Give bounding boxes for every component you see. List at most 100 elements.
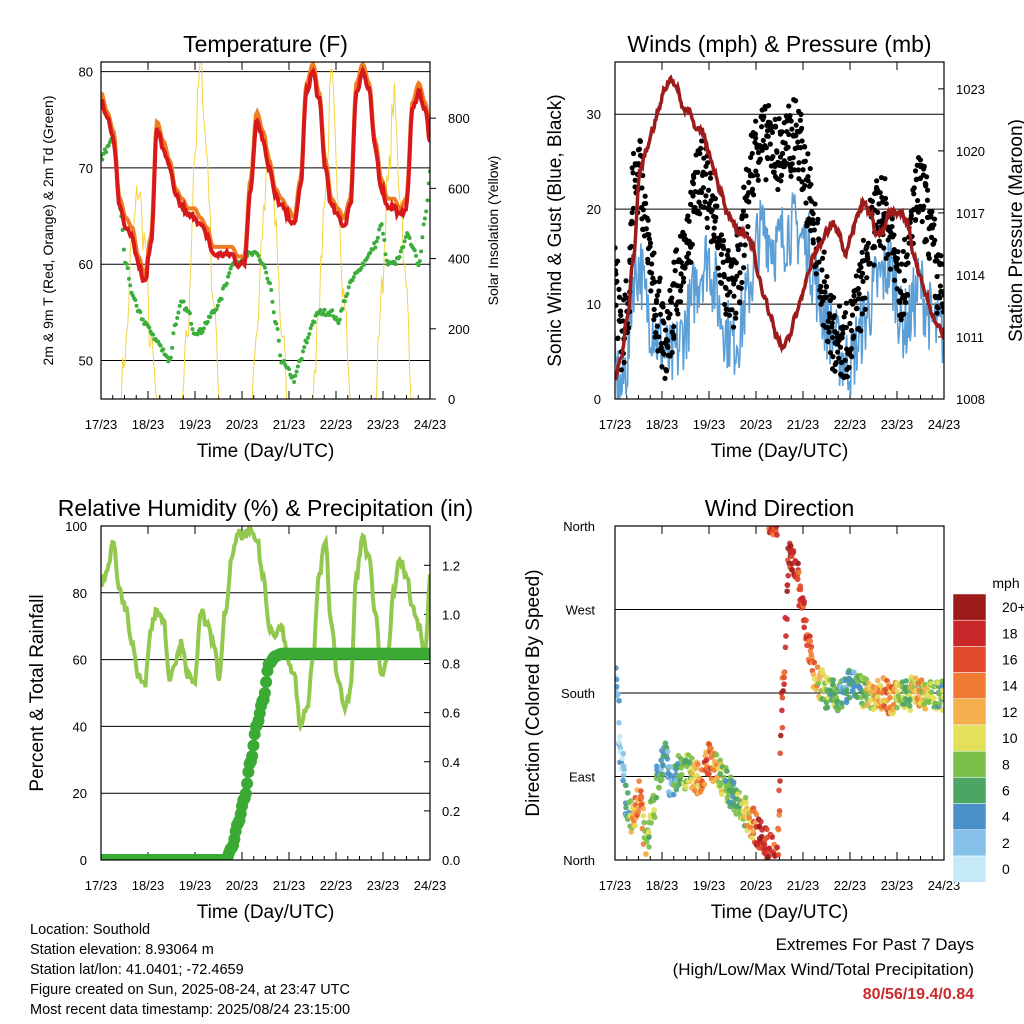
gust-point: [715, 265, 721, 271]
gust-point: [921, 163, 927, 170]
gust-point: [790, 155, 796, 161]
station-info: Location: Southold Station elevation: 8.…: [30, 920, 350, 1020]
gust-point: [753, 118, 759, 124]
gust-point: [738, 285, 744, 291]
direction-point: [688, 776, 695, 783]
dewpoint-point: [345, 291, 350, 296]
gust-point: [755, 149, 762, 156]
gust-point: [665, 344, 671, 350]
dewpoint-point: [147, 325, 152, 330]
gust-point: [827, 297, 833, 304]
y2-tick-label: 1020: [956, 144, 985, 159]
gust-point: [858, 328, 864, 334]
plot-border: [100, 525, 431, 861]
colorbar-label: 4: [1002, 809, 1010, 825]
x-tick-label: 19/23: [693, 878, 726, 893]
y2-tick-label: 1023: [956, 82, 985, 97]
direction-point: [679, 771, 685, 778]
gust-point: [688, 259, 694, 265]
gust-point: [835, 349, 841, 355]
gust-point: [632, 177, 638, 183]
gust-point: [698, 145, 704, 151]
dewpoint-point: [181, 299, 186, 304]
gust-point: [630, 220, 636, 226]
gust-point: [829, 324, 835, 330]
x-tick-label: 19/23: [179, 417, 212, 432]
gust-point: [637, 138, 644, 144]
dewpoint-point: [425, 198, 430, 203]
colorbar-swatch: [952, 803, 987, 831]
gust-point: [615, 245, 618, 251]
dewpoint-point: [270, 299, 275, 304]
colorbar-swatch: [952, 593, 987, 621]
gust-point: [860, 270, 866, 277]
dewpoint-point: [124, 261, 129, 266]
direction-point: [764, 826, 770, 833]
gust-point: [656, 334, 662, 340]
chart-title: Wind Direction: [705, 495, 855, 521]
gust-point: [917, 157, 924, 163]
y2-tick-label: 400: [448, 252, 470, 267]
wind-direction-chart: Wind Direction Time (Day/UTC) 17/23 18/23 19…: [523, 495, 1024, 923]
x-tick-label: 22/23: [834, 878, 867, 893]
gust-point: [770, 153, 776, 160]
gust-point: [839, 335, 845, 341]
dewpoint-point: [340, 306, 345, 311]
gust-point: [785, 144, 791, 150]
dewpoint-point: [422, 216, 427, 221]
gust-point: [725, 248, 731, 254]
y2-tick-label: 800: [448, 111, 470, 126]
chart-title: Temperature (F): [183, 31, 348, 57]
dewpoint-point: [205, 319, 210, 324]
gust-point: [924, 174, 930, 180]
dewpoint-point: [299, 356, 304, 361]
direction-point: [819, 670, 826, 677]
y-tick-label: 30: [587, 107, 601, 122]
direction-point: [801, 600, 807, 607]
colorbar-label: 8: [1002, 756, 1010, 772]
gust-point: [671, 324, 677, 330]
gust-point: [616, 286, 622, 292]
gust-point: [843, 324, 850, 331]
gust-point: [772, 123, 779, 129]
x-tick-label: 22/23: [320, 878, 353, 893]
y-tick-label: 0: [80, 853, 87, 868]
y2-tick-label: 1014: [956, 268, 985, 283]
gust-point: [844, 374, 851, 380]
gust-point: [720, 245, 727, 252]
dewpoint-point: [402, 239, 407, 244]
gust-point: [697, 211, 703, 217]
gust-point: [750, 173, 756, 179]
station-elevation: Station elevation: 8.93064 m: [30, 942, 214, 958]
dewpoint-point: [228, 266, 233, 271]
gust-point: [808, 181, 814, 188]
gust-point: [737, 300, 743, 306]
direction-point: [854, 694, 861, 701]
dewpoint-series: [101, 136, 430, 385]
direction-point: [689, 755, 695, 762]
gust-point: [771, 169, 777, 175]
direction-point: [615, 691, 621, 697]
gust-point: [855, 286, 861, 292]
direction-point: [758, 818, 764, 825]
dewpoint-point: [104, 150, 109, 155]
gust-point: [924, 197, 931, 203]
gust-point: [819, 255, 826, 261]
direction-point: [789, 566, 795, 573]
x-tick-label: 22/23: [834, 417, 867, 432]
y-tick-label: 80: [79, 65, 93, 80]
gust-point: [741, 252, 747, 258]
y-tick-label: 20: [587, 202, 601, 217]
y-tick-label: West: [566, 603, 596, 618]
gust-point: [941, 292, 944, 298]
gust-point: [772, 116, 778, 122]
dewpoint-point: [401, 245, 406, 250]
direction-point: [874, 693, 881, 700]
direction-point: [715, 765, 722, 772]
gust-point: [678, 283, 684, 289]
gust-point: [882, 195, 889, 201]
dewpoint-point: [414, 253, 419, 258]
colorbar-swatch: [952, 646, 987, 673]
y2-tick-label: 0: [448, 392, 455, 407]
y2-tick-label: 1017: [956, 206, 985, 221]
